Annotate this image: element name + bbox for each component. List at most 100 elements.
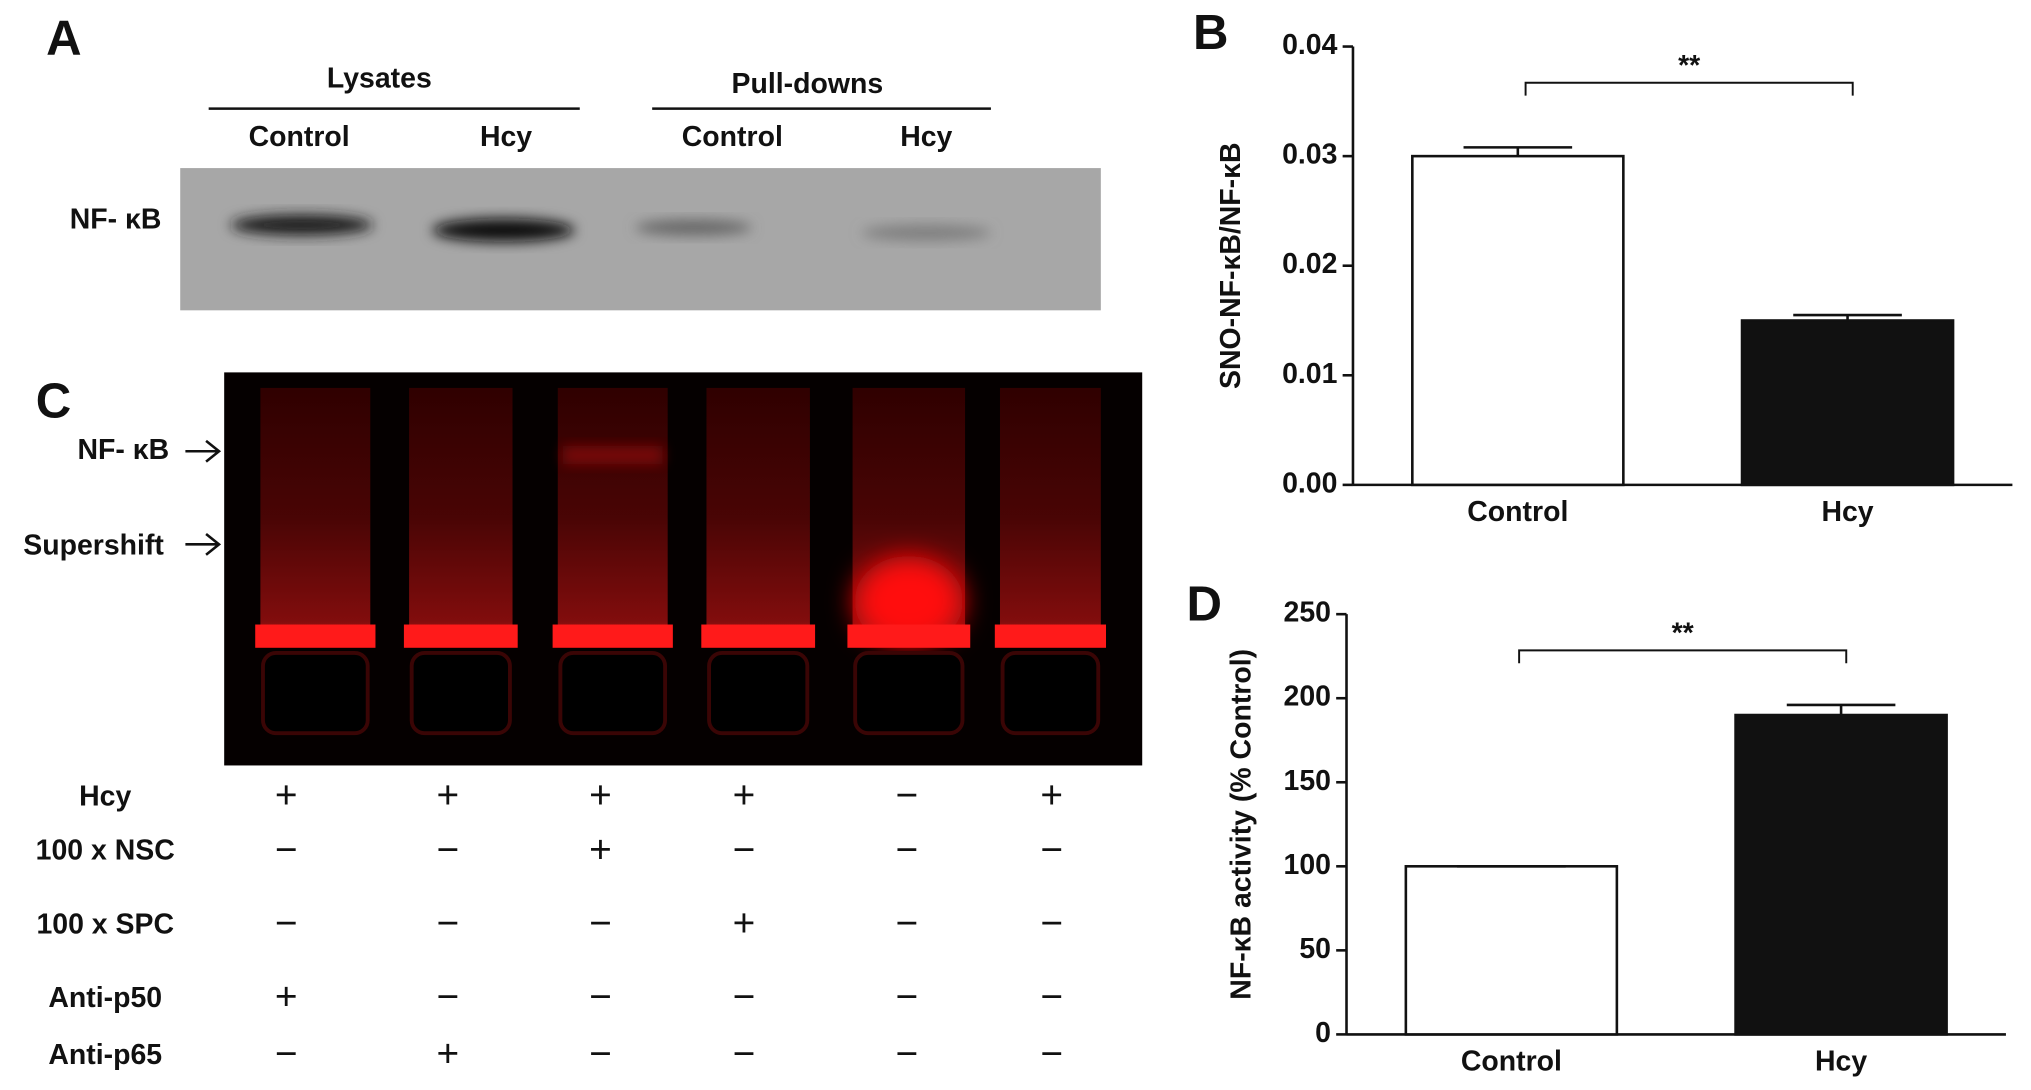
condition-label: Anti-p50: [48, 982, 162, 1014]
condition-sign: +: [733, 774, 756, 817]
condition-sign: −: [896, 1033, 919, 1076]
condition-sign: −: [896, 976, 919, 1019]
band: [432, 218, 575, 242]
marker-label: NF- κB: [77, 434, 169, 466]
band: [847, 624, 971, 648]
bar: [1740, 319, 1955, 487]
well: [1000, 651, 1101, 736]
condition-sign: −: [733, 976, 756, 1019]
y-tick-label: 0.01: [1282, 358, 1338, 390]
glow: [854, 555, 964, 647]
condition-sign: −: [275, 1033, 298, 1076]
condition-sign: −: [1040, 1033, 1063, 1076]
lane-label: Hcy: [900, 121, 952, 153]
condition-label: Anti-p65: [48, 1039, 162, 1071]
lane: [706, 387, 810, 647]
band: [635, 219, 752, 236]
y-axis-label: SNO-NF-κB/NF-κB: [1215, 142, 1247, 389]
condition-sign: −: [437, 828, 460, 871]
condition-sign: +: [275, 774, 298, 817]
condition-sign: −: [437, 976, 460, 1019]
blot: [180, 168, 1101, 311]
y-tick-label: 0.02: [1282, 248, 1337, 280]
y-tick-label: 50: [1299, 933, 1331, 965]
group-label: Pull-downs: [731, 68, 883, 100]
y-tick-label: 150: [1284, 765, 1331, 797]
condition-label: 100 x NSC: [36, 835, 175, 867]
significance-bracket: [1518, 649, 1848, 664]
x-tick-label: Hcy: [1815, 1045, 1867, 1077]
well: [707, 651, 810, 736]
significance-label: **: [1672, 617, 1695, 649]
condition-sign: +: [437, 1033, 460, 1076]
y-axis-label: NF-κB activity (% Control): [1226, 649, 1258, 1000]
condition-sign: −: [275, 902, 298, 945]
lane: [999, 387, 1101, 647]
condition-sign: −: [896, 828, 919, 871]
panel-label: A: [46, 11, 81, 65]
condition-sign: −: [589, 902, 612, 945]
panel-label: D: [1187, 578, 1222, 632]
condition-sign: −: [733, 828, 756, 871]
lane-label: Hcy: [480, 121, 532, 153]
significance-bracket: [1524, 81, 1854, 96]
condition-sign: −: [1040, 902, 1063, 945]
bar: [1411, 154, 1625, 487]
condition-sign: −: [896, 902, 919, 945]
bar: [1734, 713, 1948, 1036]
y-tick-label: 0.00: [1282, 467, 1337, 499]
condition-sign: +: [437, 774, 460, 817]
x-tick-label: Hcy: [1821, 496, 1873, 528]
shift-band: [562, 446, 663, 465]
condition-sign: −: [275, 828, 298, 871]
arrow: [185, 439, 222, 463]
significance-label: **: [1678, 50, 1701, 82]
charts: B SNO-NF-κB/NF-κB 0.00 0.01 0.02 0.03 0.04 Cont…: [1187, 6, 2013, 1077]
marker-label: Supershift: [23, 529, 164, 561]
condition-sign: −: [896, 774, 919, 817]
well: [853, 651, 965, 736]
panel-label: B: [1193, 6, 1228, 60]
condition-sign: −: [733, 1033, 756, 1076]
group-label: Lysates: [327, 63, 432, 95]
y-tick-label: 200: [1284, 681, 1331, 713]
gel: [224, 372, 1143, 766]
lane: [409, 387, 513, 647]
band: [701, 624, 816, 648]
band-label: NF- κB: [70, 204, 162, 236]
condition-sign: +: [733, 902, 756, 945]
lane-label: Control: [249, 121, 350, 153]
condition-sign: −: [1040, 976, 1063, 1019]
well: [409, 651, 512, 736]
condition-sign: −: [589, 976, 612, 1019]
arrow: [185, 532, 222, 556]
condition-label: Hcy: [79, 780, 131, 812]
band: [255, 624, 376, 648]
condition-sign: +: [1040, 774, 1063, 817]
y-tick-label: 0.03: [1282, 139, 1337, 171]
band: [994, 624, 1107, 648]
bar: [1404, 865, 1619, 1036]
condition-sign: −: [1040, 828, 1063, 871]
x-tick-label: Control: [1467, 496, 1568, 528]
panel-label: C: [36, 375, 71, 429]
condition-sign: −: [437, 902, 460, 945]
conditions-table: Hcy + + + + − +100 x NSC − − + − − − 100 x SPC − − − + − − A…: [36, 774, 1063, 1076]
well: [261, 651, 370, 736]
lane: [260, 387, 371, 647]
y-tick-label: 250: [1284, 597, 1331, 629]
band: [403, 624, 518, 648]
lane-label: Control: [682, 121, 783, 153]
band: [552, 624, 673, 648]
lane: [557, 387, 668, 647]
band: [230, 214, 373, 236]
y-tick-label: 0: [1315, 1017, 1331, 1049]
condition-sign: −: [589, 1033, 612, 1076]
x-tick-label: Control: [1461, 1045, 1562, 1077]
well: [558, 651, 668, 736]
condition-sign: +: [275, 976, 298, 1019]
condition-label: 100 x SPC: [36, 908, 174, 940]
band: [861, 224, 991, 241]
